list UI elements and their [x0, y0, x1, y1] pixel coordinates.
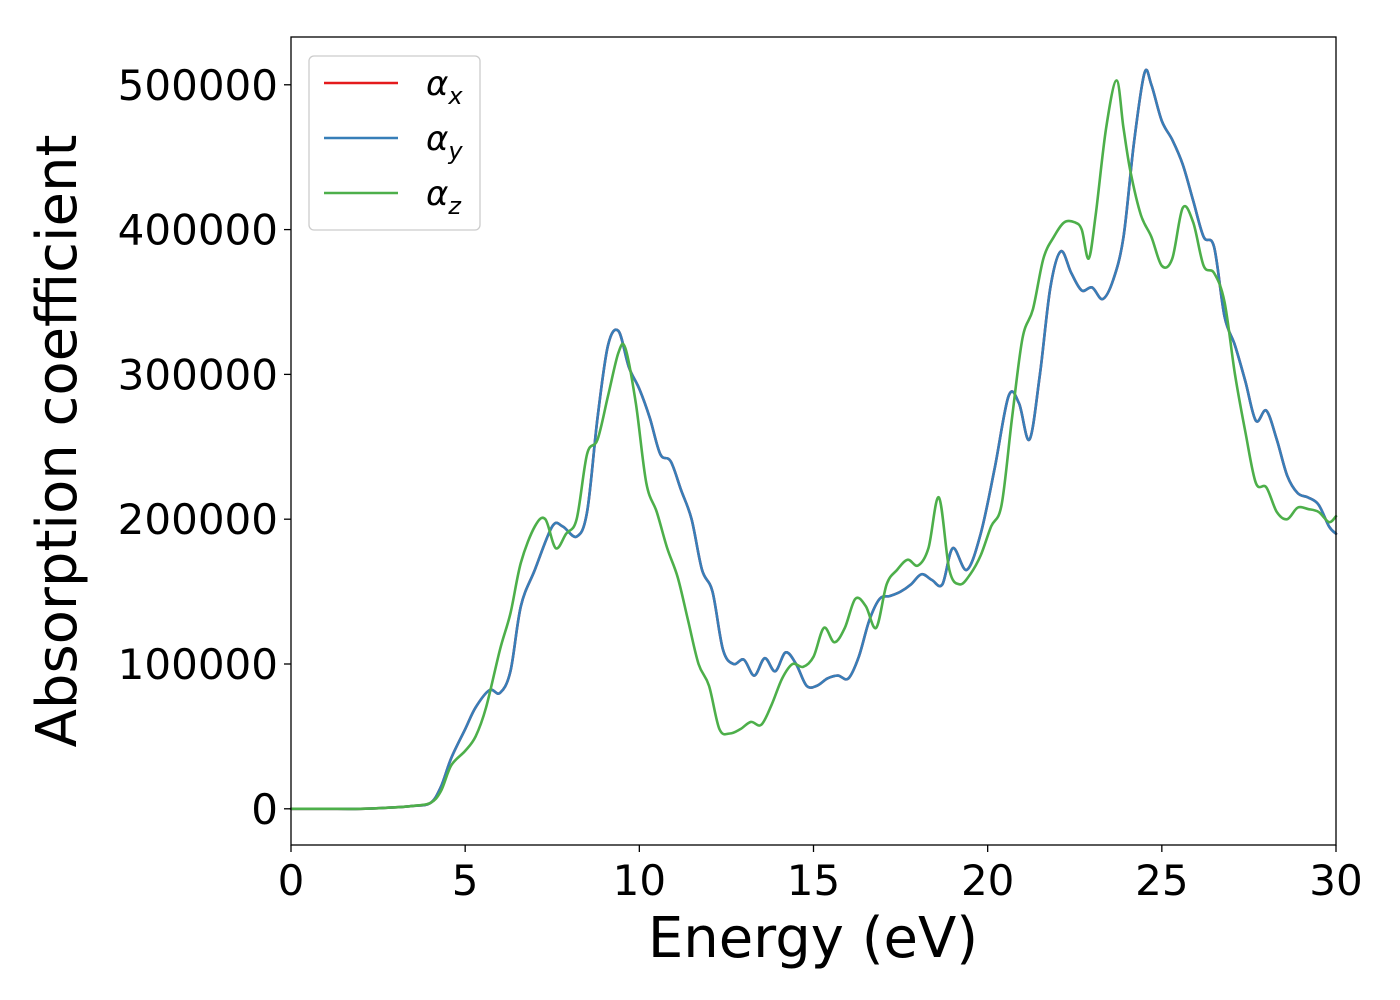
x-tick-label: 10	[613, 856, 666, 905]
legend-box	[308, 55, 481, 231]
legend-label-y: αy	[426, 119, 463, 165]
y-tick-label: 500000	[118, 61, 278, 110]
x-tick-label: 30	[1309, 856, 1362, 905]
series-layer	[289, 68, 1338, 811]
legend-label-x: αx	[426, 64, 463, 110]
x-tick-label: 15	[787, 856, 840, 905]
y-tick-label: 100000	[118, 640, 278, 689]
legend: αx αy αz	[308, 55, 481, 231]
y-tick-label: 0	[251, 785, 278, 834]
series-line-z	[289, 79, 1338, 811]
y-tick-label: 400000	[118, 206, 278, 255]
y-axis: 0 100000 200000 300000 400000 500000	[118, 61, 291, 834]
series-line-y	[289, 68, 1338, 811]
x-tick-label: 5	[452, 856, 479, 905]
legend-label-z: αz	[426, 174, 462, 220]
y-axis-title: Absorption coefficient	[25, 135, 90, 748]
y-tick-label: 300000	[118, 350, 278, 399]
x-axis: 0 5 10 15 20 25 30	[278, 845, 1363, 905]
x-tick-label: 20	[961, 856, 1014, 905]
x-tick-label: 0	[278, 856, 305, 905]
x-axis-title: Energy (eV)	[648, 906, 978, 971]
y-tick-label: 200000	[118, 495, 278, 544]
x-tick-label: 25	[1135, 856, 1188, 905]
